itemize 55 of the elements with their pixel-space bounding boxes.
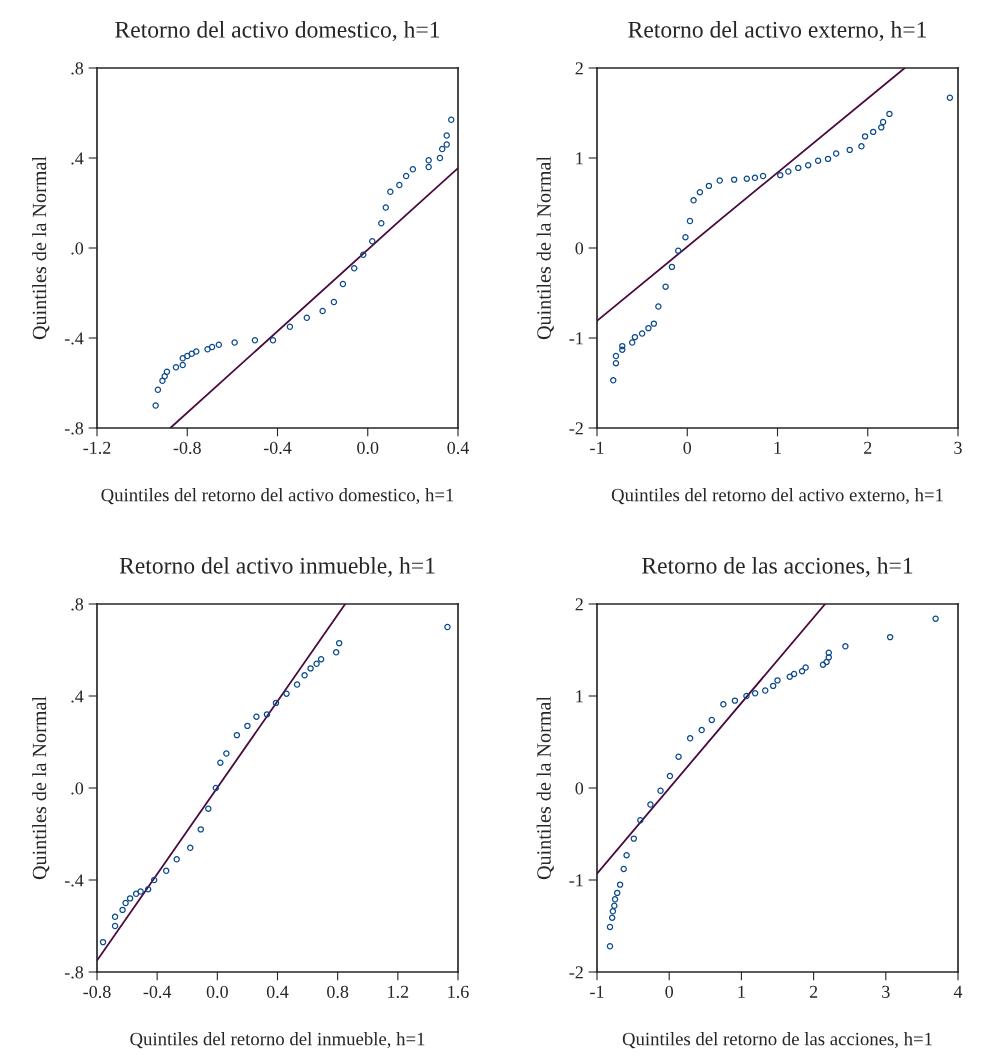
y-tick-label: 0 (575, 782, 584, 795)
y-tick-label: 1 (576, 690, 583, 703)
x-axis-title: Quintiles del retorno del inmueble, h=1 (130, 1032, 425, 1049)
y-tick-label: -.4 (64, 332, 84, 345)
x-tick-label: 1 (738, 985, 745, 998)
y-tick-label: .0 (71, 242, 84, 255)
y-axis-title: Quintiles de la Normal (536, 156, 554, 340)
x-tick-label: -0.4 (143, 985, 172, 998)
x-tick-label: 3 (882, 985, 890, 998)
x-tick-label: 1 (774, 441, 781, 454)
chart-title: Retorno del activo domestico, h=1 (115, 21, 440, 42)
y-tick-label: -1 (569, 874, 583, 887)
x-tick-label: 0.0 (206, 985, 228, 998)
y-axis-title: Quintiles de la Normal (32, 156, 50, 340)
y-tick-label: -2 (569, 966, 583, 979)
y-tick-label: .4 (71, 690, 84, 703)
x-tick-label: 4 (953, 985, 963, 998)
x-tick-label: 1.2 (388, 985, 409, 998)
y-tick-label: 1 (576, 152, 583, 165)
x-tick-label: 3 (954, 441, 962, 454)
y-tick-label: .4 (71, 152, 84, 165)
x-tick-label: -1 (590, 441, 604, 454)
chart-title: Retorno de las acciones, h=1 (642, 557, 913, 578)
chart-title: Retorno del activo externo, h=1 (628, 21, 926, 42)
x-tick-label: 0.4 (447, 441, 469, 454)
x-tick-label: -0.8 (83, 985, 111, 998)
x-tick-label: 0.4 (266, 985, 289, 998)
x-axis-title: Quintiles del retorno del activo domestico, h=1 (101, 488, 454, 505)
x-tick-label: 0.0 (357, 441, 379, 454)
x-tick-label: 0 (665, 985, 674, 998)
x-tick-label: -1 (590, 985, 604, 998)
y-tick-label: -1 (569, 332, 583, 345)
y-tick-label: .8 (71, 62, 84, 75)
chart-title: Retorno del activo inmueble, h=1 (119, 557, 435, 578)
y-axis-title: Quintiles de la Normal (536, 696, 554, 880)
y-axis-title: Quintiles de la Normal (32, 696, 50, 880)
x-tick-label: -1.2 (83, 441, 111, 454)
y-tick-label: -2 (569, 422, 583, 435)
y-tick-label: -.8 (64, 422, 84, 435)
x-tick-label: 2 (809, 985, 818, 998)
y-tick-label: .0 (71, 782, 84, 795)
x-tick-label: 2 (864, 441, 872, 454)
x-tick-label: -0.4 (263, 441, 292, 454)
y-tick-label: 2 (575, 62, 583, 75)
x-axis-title: Quintiles del retorno de las acciones, h=1 (622, 1032, 932, 1049)
x-tick-label: 1.6 (448, 985, 469, 998)
y-tick-label: -.4 (64, 874, 84, 887)
y-tick-label: .8 (71, 598, 84, 611)
x-tick-label: -0.8 (173, 441, 201, 454)
x-axis-title: Quintiles del retorno del activo externo, h=1 (611, 488, 943, 505)
x-tick-label: 0.8 (327, 985, 349, 998)
x-tick-label: 0 (683, 441, 692, 454)
y-tick-label: 2 (575, 598, 583, 611)
y-tick-label: 0 (575, 242, 584, 255)
y-tick-label: -.8 (64, 966, 84, 979)
